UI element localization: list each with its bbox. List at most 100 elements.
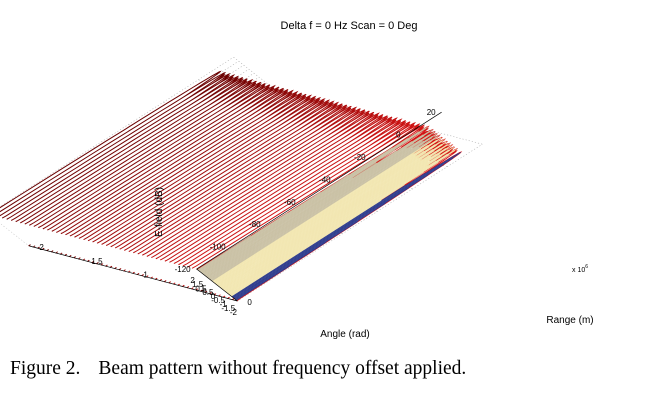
- skirt-line-66: [214, 140, 438, 284]
- x-tick-label-1: 1.5: [192, 280, 204, 289]
- skirt-line-117: [197, 235, 251, 271]
- skirt-line-77: [211, 140, 431, 281]
- skirt-line-19: [230, 184, 405, 297]
- skirt-line-27: [228, 160, 437, 295]
- skirt-line-38: [224, 145, 452, 292]
- skirt-line-74: [212, 136, 438, 282]
- skirt-line-113: [198, 159, 373, 272]
- skirt-line-17: [231, 185, 406, 297]
- skirt-line-25: [228, 149, 455, 295]
- skirt-line-49: [220, 158, 423, 289]
- skirt-line-44: [222, 144, 448, 290]
- skirt-line-3: [236, 265, 290, 301]
- skirt-line-22: [229, 154, 449, 296]
- skirt-line-106: [201, 132, 421, 273]
- skirt-line-82: [209, 133, 437, 280]
- z-tick-label-6: -100: [210, 243, 227, 252]
- skirt-line-16: [231, 172, 426, 297]
- skirt-line-76: [211, 136, 438, 281]
- skirt-line-45: [221, 143, 450, 290]
- skirt-line-94: [205, 135, 425, 277]
- skirt-line-115: [198, 192, 321, 271]
- skirt-line-80: [210, 137, 433, 280]
- skirt-line-33: [226, 149, 449, 293]
- y-tick-label-4: 2: [39, 243, 44, 252]
- skirt-line-64: [215, 154, 417, 285]
- skirt-line-7: [234, 187, 409, 300]
- skirt-line-24: [229, 148, 457, 295]
- skirt-line-99: [203, 141, 413, 275]
- skirt-line-83: [209, 135, 433, 280]
- figure-caption: Figure 2. Beam pattern without frequency …: [10, 358, 466, 380]
- x-axis-title: Angle (rad): [320, 329, 369, 340]
- figure-area: Delta f = 0 Hz Scan = 0 Deg E-field (dB)…: [0, 20, 594, 340]
- skirt-line-78: [210, 146, 420, 281]
- skirt-line-43: [222, 149, 442, 290]
- plot-title: Delta f = 0 Hz Scan = 0 Deg: [281, 20, 418, 32]
- skirt-line-18: [231, 199, 382, 297]
- skirt-line-6: [235, 203, 386, 300]
- skirt-line-62: [216, 144, 436, 285]
- skirt-line-90: [206, 134, 430, 278]
- labels-layer: Delta f = 0 Hz Scan = 0 Deg E-field (dB)…: [39, 20, 593, 340]
- skirt-line-21: [230, 161, 439, 296]
- skirt-line-81: [209, 134, 437, 280]
- skirt-line-97: [204, 130, 430, 276]
- z-tick-label-7: -120: [175, 265, 192, 274]
- x-tick-label-2: 1: [201, 284, 206, 293]
- skirt-line-95: [204, 131, 431, 276]
- y-tick-label-3: 1.5: [91, 257, 103, 266]
- skirt-line-51: [219, 144, 443, 288]
- skirt-line-92: [205, 147, 408, 277]
- skirt-line-13: [232, 153, 459, 298]
- skirt-line-34: [225, 154, 441, 293]
- caption-label: Figure 2.: [10, 358, 81, 379]
- skirt-line-30: [227, 150, 451, 294]
- surface-layer: [0, 70, 463, 302]
- skirt-line-100: [203, 150, 397, 275]
- skirt-line-84: [208, 140, 425, 279]
- skirt-line-108: [200, 126, 429, 273]
- skirt-line-31: [226, 147, 454, 293]
- skirt-line-67: [214, 137, 442, 284]
- axes-layer: [29, 111, 442, 302]
- skirt-line-87: [207, 135, 431, 279]
- skirt-line-103: [202, 162, 377, 274]
- x-tick-label-6: -1: [220, 300, 228, 309]
- skirt-line-26: [228, 153, 448, 295]
- skirt-line-23: [229, 150, 456, 296]
- skirt-line-60: [216, 139, 445, 286]
- x-tick-label-3: 0.5: [202, 288, 214, 297]
- z-tick-label-4: -60: [284, 198, 296, 207]
- y-axis-title: Range (m): [546, 315, 593, 326]
- skirt-line-53: [219, 141, 447, 288]
- skirt-line-65: [215, 146, 430, 284]
- skirt-line-61: [216, 140, 443, 285]
- skirt-line-102: [202, 177, 353, 275]
- skirt-line-112: [199, 147, 393, 272]
- skirt-line-28: [227, 164, 430, 294]
- skirt-line-107: [200, 127, 427, 273]
- skirt-line-98: [203, 134, 424, 276]
- x-tick-label-5: -0.5: [211, 296, 225, 305]
- skirt-line-69: [213, 139, 437, 283]
- skirt-line-58: [217, 145, 437, 286]
- skirt-line-8: [234, 175, 428, 300]
- skirt-line-71: [213, 153, 415, 283]
- skirt-line-36: [225, 153, 441, 292]
- skirt-line-59: [217, 140, 443, 286]
- skirt-line-10: [233, 157, 454, 299]
- skirt-line-101: [202, 162, 377, 275]
- y-tick-label-1: 0.5: [195, 284, 207, 293]
- x-tick-label-7: -1.5: [221, 304, 235, 313]
- beam-pattern-surface-plot: Delta f = 0 Hz Scan = 0 Deg E-field (dB)…: [0, 20, 594, 340]
- skirt-line-68: [214, 137, 442, 284]
- skirt-line-32: [226, 146, 454, 293]
- skirt-line-88: [207, 132, 435, 278]
- x-tick-label-0: 2: [190, 276, 195, 285]
- z-axis-title: E-field (dB): [154, 187, 165, 237]
- skirt-line-110: [199, 131, 420, 272]
- skirt-line-93: [205, 142, 415, 277]
- skirt-line-96: [204, 129, 433, 276]
- skirt-line-4: [235, 242, 326, 301]
